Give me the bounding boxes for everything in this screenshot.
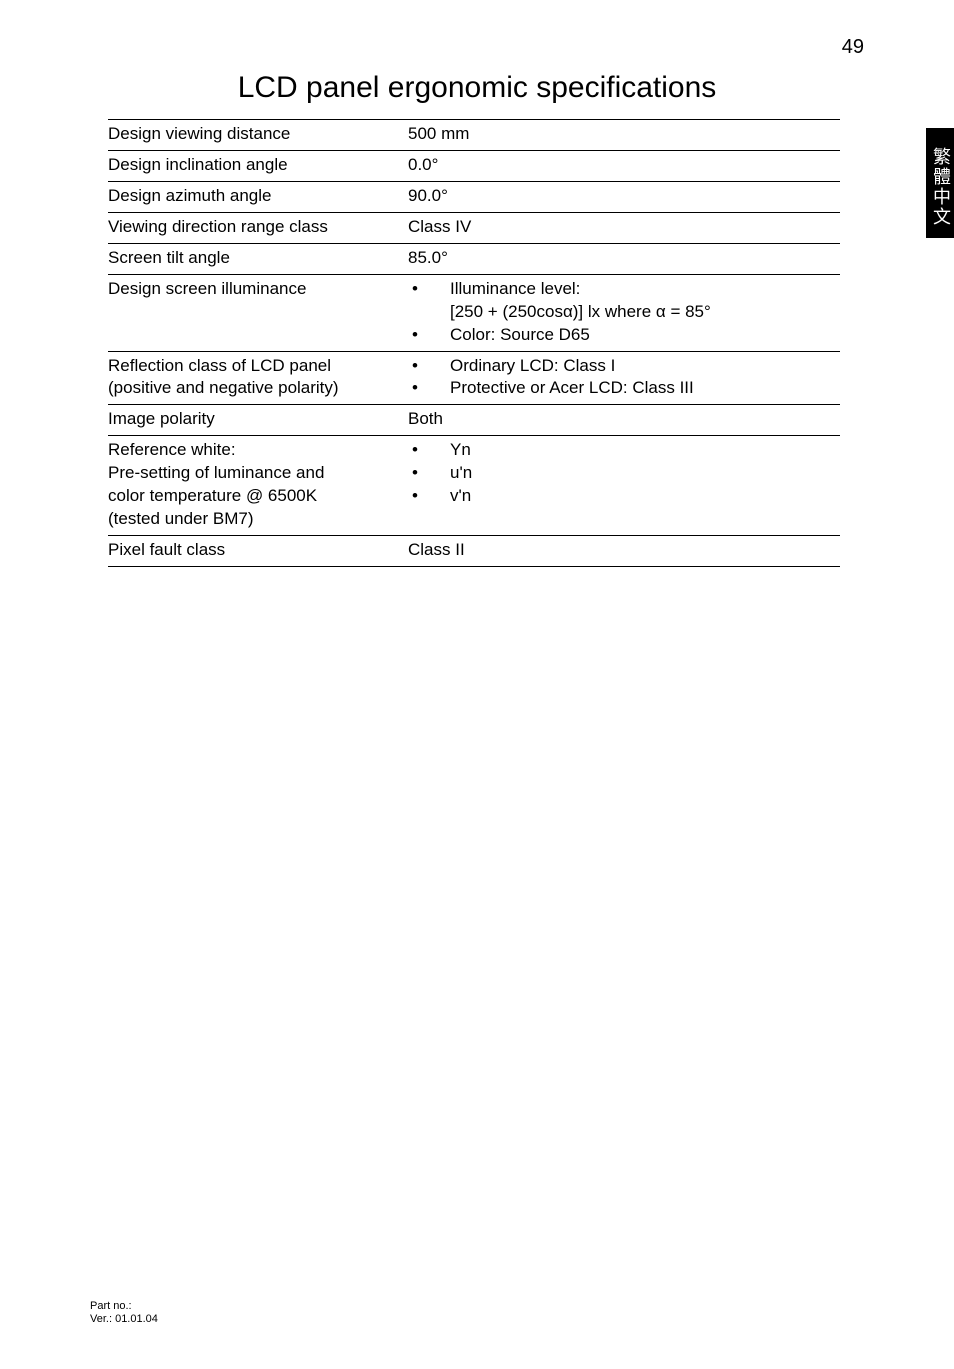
cell-label: Design viewing distance [108, 123, 408, 146]
bullet-text: Color: Source D65 [450, 324, 840, 347]
cell-value: 90.0° [408, 185, 840, 208]
table-row: Reflection class of LCD panel (positive … [108, 351, 840, 405]
cell-label: Design screen illuminance [108, 278, 408, 347]
cell-label: Reflection class of LCD panel (positive … [108, 355, 408, 401]
table-row: Design inclination angle 0.0° [108, 150, 840, 181]
cell-label: Reference white: Pre-setting of luminanc… [108, 439, 408, 531]
table-row: Reference white: Pre-setting of luminanc… [108, 435, 840, 535]
bullet-icon: • [408, 377, 450, 400]
bullet-icon: • [408, 462, 450, 485]
cell-label-line: (tested under BM7) [108, 508, 398, 531]
cell-label: Pixel fault class [108, 539, 408, 562]
footer-part-no: Part no.: [90, 1300, 158, 1314]
cell-label-line: Pre-setting of luminance and [108, 462, 398, 485]
bullet-text: Ordinary LCD: Class I [450, 355, 840, 378]
bullet-icon: • [408, 278, 450, 301]
cell-label: Design inclination angle [108, 154, 408, 177]
footer: Part no.: Ver.: 01.01.04 [90, 1300, 158, 1328]
cell-label-line: Reference white: [108, 439, 398, 462]
cell-value: Class IV [408, 216, 840, 239]
table-row: Design screen illuminance •Illuminance l… [108, 274, 840, 351]
table-row: Viewing direction range class Class IV [108, 212, 840, 243]
cell-value: 500 mm [408, 123, 840, 146]
bullet-icon: • [408, 439, 450, 462]
bullet-text: Yn [450, 439, 840, 462]
bullet-text: Protective or Acer LCD: Class III [450, 377, 840, 400]
cell-value: Both [408, 408, 840, 431]
bullet-icon: • [408, 355, 450, 378]
cell-label: Image polarity [108, 408, 408, 431]
cell-value: 0.0° [408, 154, 840, 177]
bullet-text: [250 + (250cosα)] lx where α = 85° [450, 301, 840, 324]
table-row: Design azimuth angle 90.0° [108, 181, 840, 212]
bullet-spacer [408, 301, 450, 324]
bullet-icon: • [408, 485, 450, 508]
bullet-text: u'n [450, 462, 840, 485]
table-row: Pixel fault class Class II [108, 535, 840, 567]
bullet-text: v'n [450, 485, 840, 508]
bullet-icon: • [408, 324, 450, 347]
side-language-tab: 繁體中文 [926, 128, 954, 238]
cell-label: Screen tilt angle [108, 247, 408, 270]
table-row: Design viewing distance 500 mm [108, 119, 840, 150]
cell-label: Viewing direction range class [108, 216, 408, 239]
cell-value: •Illuminance level: [250 + (250cosα)] lx… [408, 278, 840, 347]
cell-label-line: Reflection class of LCD panel [108, 355, 398, 378]
cell-label-line: (positive and negative polarity) [108, 377, 398, 400]
cell-value: •Ordinary LCD: Class I •Protective or Ac… [408, 355, 840, 401]
cell-value: 85.0° [408, 247, 840, 270]
table-row: Image polarity Both [108, 404, 840, 435]
spec-table: Design viewing distance 500 mm Design in… [108, 119, 840, 567]
cell-label: Design azimuth angle [108, 185, 408, 208]
page-title: LCD panel ergonomic specifications [90, 71, 864, 105]
cell-label-line: color temperature @ 6500K [108, 485, 398, 508]
page-number: 49 [90, 36, 864, 59]
bullet-text: Illuminance level: [450, 278, 840, 301]
cell-value: •Yn •u'n •v'n [408, 439, 840, 531]
cell-value: Class II [408, 539, 840, 562]
footer-version: Ver.: 01.01.04 [90, 1313, 158, 1327]
table-row: Screen tilt angle 85.0° [108, 243, 840, 274]
